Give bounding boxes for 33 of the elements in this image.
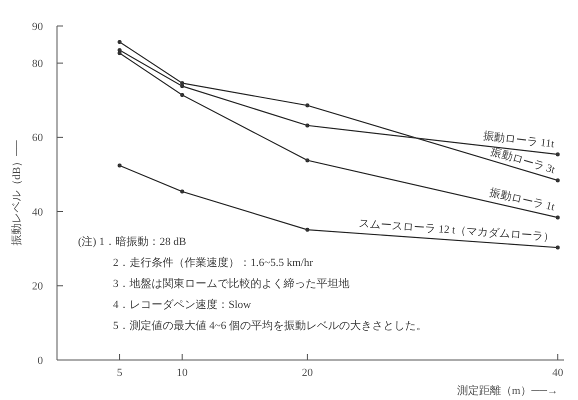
text: 振動ローラ 1t (488, 186, 556, 214)
y-tick-label: 0 (38, 354, 44, 367)
annotation: 3．地盤は関東ロームで比較的よく締った平坦地 (113, 277, 350, 290)
point (305, 103, 310, 108)
annotation: 4．レコーダペン速度：Slow (113, 298, 252, 311)
annotation: 5．測定値の最大値 4~6 個の平均を振動レベルの大きさとした。 (113, 319, 427, 332)
point (556, 215, 560, 220)
x-tick-label: 5 (116, 367, 123, 379)
x-axis-title: 測定距離（m）──→ (456, 384, 558, 397)
annotation: (注) 1．暗振動：28 dB (78, 235, 186, 248)
y-tick-label: 80 (32, 58, 44, 70)
point (305, 158, 310, 162)
point (180, 81, 184, 86)
x-tick-label: 10 (176, 367, 188, 379)
point (118, 164, 122, 168)
point (305, 228, 310, 232)
point (118, 40, 122, 44)
y-tick-label: 40 (32, 206, 44, 218)
point (556, 178, 560, 182)
point (556, 152, 560, 156)
y-tick-label: 60 (32, 132, 44, 144)
y-tick-label: 20 (32, 280, 44, 293)
series-label: スムースローラ 12 t（マカダムローラ） (358, 218, 554, 244)
point (118, 51, 122, 56)
point (556, 246, 560, 250)
point (180, 93, 184, 98)
annotation: 2．走行条件（作業速度）：1.6~5.5 km/hr (113, 256, 314, 269)
x-tick-label: 20 (302, 367, 314, 379)
point (305, 123, 310, 128)
y-axis-title: 振動レベル（dB）── (11, 140, 23, 246)
y-tick-label: 90 (32, 20, 44, 33)
point (180, 190, 184, 194)
x-tick-label: 40 (552, 367, 564, 379)
